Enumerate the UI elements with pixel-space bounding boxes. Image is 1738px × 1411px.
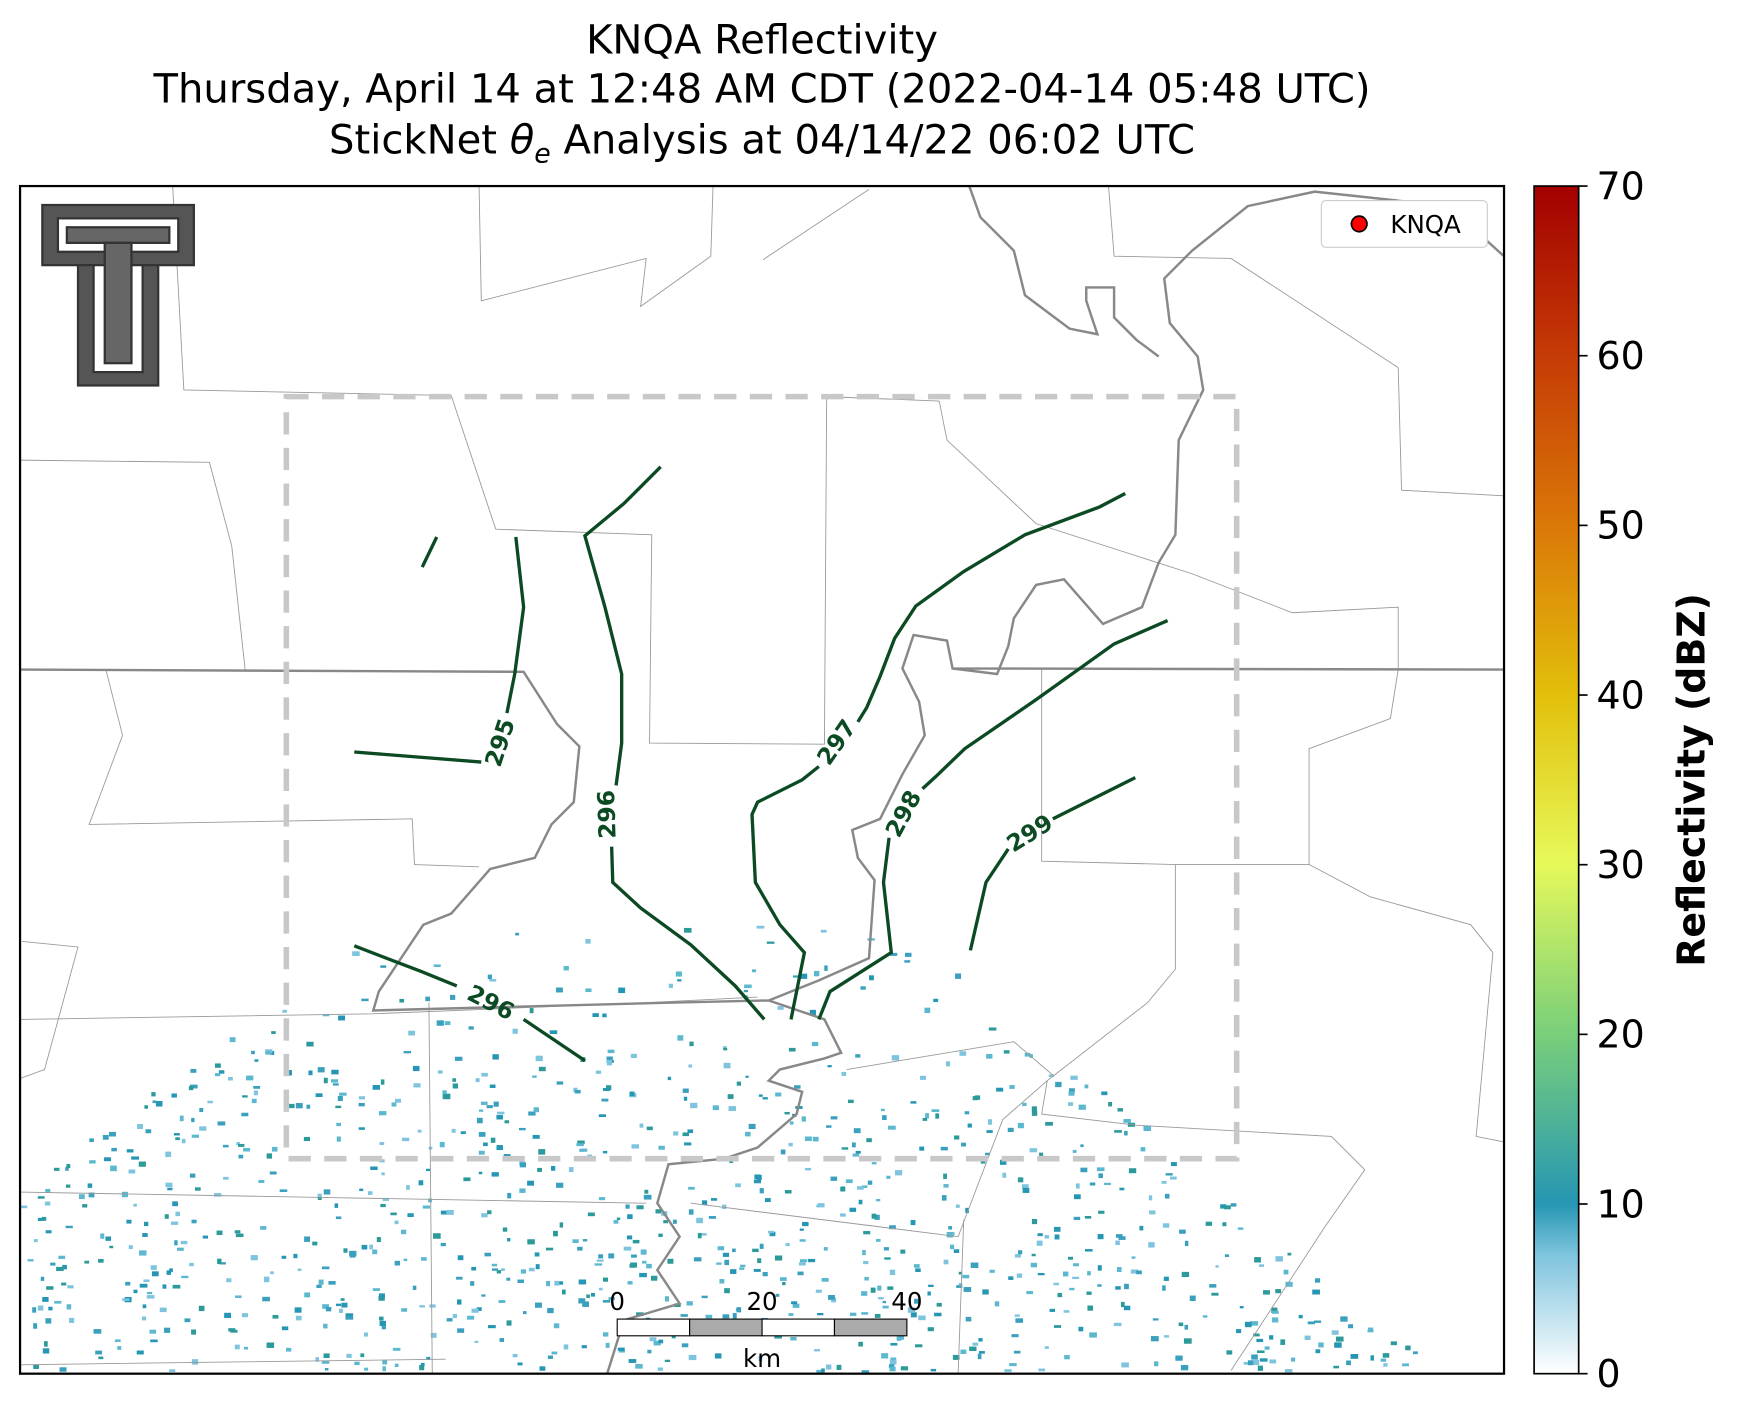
legend-marker	[1350, 215, 1368, 233]
ttu-logo	[41, 203, 195, 387]
colorbar-ticks: 0 10 20 30 40 50 60 70	[1578, 164, 1645, 1396]
colorbar-tick-label: 70	[1597, 164, 1645, 208]
map-frame	[18, 184, 1506, 1375]
legend-label: KNQA	[1390, 210, 1461, 239]
title: KNQA Reflectivity	[586, 17, 938, 63]
contour-label: 298	[880, 786, 928, 842]
scale-bar: 0 20 40 km	[609, 1287, 922, 1373]
legend: KNQA	[1320, 199, 1488, 248]
contour-label: 296	[592, 790, 622, 840]
scale-unit: km	[743, 1344, 781, 1373]
contour-label: 296	[463, 979, 519, 1026]
colorbar-tick-label: 20	[1597, 1013, 1645, 1057]
scale-segment	[616, 1318, 691, 1337]
scale-tick-label: 40	[891, 1287, 922, 1316]
analysis-domain	[283, 393, 1240, 1162]
map-area: 295 296 297 298 299 296 KNQA	[20, 186, 1505, 1374]
colorbar-label: Reflectivity (dBZ)	[1670, 593, 1714, 967]
scale-tick-label: 20	[746, 1287, 777, 1316]
colorbar-tick-label: 50	[1597, 504, 1645, 548]
scale-tick-label: 0	[609, 1287, 625, 1316]
river-border	[20, 186, 1505, 1374]
colorbar-tick-label: 10	[1597, 1182, 1645, 1226]
colorbar-tick-label: 40	[1597, 673, 1645, 717]
contour-label: 297	[811, 714, 862, 770]
scale-segment	[689, 1318, 763, 1337]
contour-label: 295	[479, 715, 521, 770]
title: Thursday, April 14 at 12:48 AM CDT (2022…	[153, 66, 1371, 112]
scale-segment	[761, 1318, 836, 1337]
contour-label: 299	[1002, 808, 1058, 858]
colorbar	[1533, 185, 1580, 1375]
radar-echoes	[20, 925, 1418, 1373]
subtitle: StickNet θe Analysis at 04/14/22 06:02 U…	[329, 118, 1195, 170]
colorbar-tick-label: 0	[1597, 1352, 1621, 1396]
theta-e-contours: 295 296 297 298 299 296	[353, 465, 1169, 1063]
colorbar-tick-label: 60	[1597, 334, 1645, 378]
scale-segment	[833, 1318, 908, 1337]
colorbar-tick-label: 30	[1597, 843, 1645, 887]
county-lines	[20, 186, 1505, 1374]
